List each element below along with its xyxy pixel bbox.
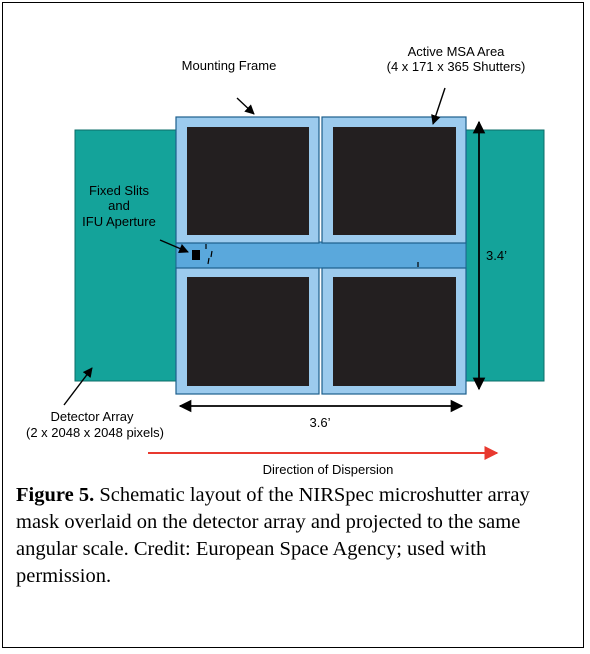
detector-array-pointer xyxy=(63,367,93,406)
label-fixed-slits-1: Fixed Slits xyxy=(89,183,149,198)
label-dispersion: Direction of Dispersion xyxy=(263,462,394,477)
active-msa-pointer xyxy=(431,87,446,125)
label-fixed-slits-2: and xyxy=(108,198,130,213)
label-fixed-slits-3: IFU Aperture xyxy=(82,214,156,229)
label-detector-array-2: (2 x 2048 x 2048 pixels) xyxy=(26,425,164,440)
label-active-msa-2: (4 x 171 x 365 Shutters) xyxy=(387,59,526,74)
ifu-aperture xyxy=(192,250,200,260)
label-height-dimension: 3.4’ xyxy=(486,248,507,263)
shutter-area-bottom-right xyxy=(333,277,456,386)
label-detector-array-1: Detector Array xyxy=(50,409,134,424)
label-active-msa-1: Active MSA Area xyxy=(408,44,506,59)
label-width-dimension: 3.6’ xyxy=(310,415,331,430)
fixed-slit-band xyxy=(175,241,467,269)
figure-caption: Figure 5. Schematic layout of the NIRSpe… xyxy=(16,482,576,590)
label-mounting-frame: Mounting Frame xyxy=(182,58,277,73)
shutter-area-top-right xyxy=(333,127,456,235)
caption-text: Schematic layout of the NIRSpec microshu… xyxy=(16,484,530,587)
fixed-slits-pointer xyxy=(159,239,189,254)
figure-number: Figure 5. xyxy=(16,484,95,506)
shutter-area-top-left xyxy=(187,127,309,235)
fixed-slit-mark-3 xyxy=(210,250,213,258)
shutter-area-bottom-left xyxy=(187,277,309,386)
fixed-slit-mark-2 xyxy=(207,257,210,265)
mounting-frame-pointer xyxy=(236,97,255,115)
